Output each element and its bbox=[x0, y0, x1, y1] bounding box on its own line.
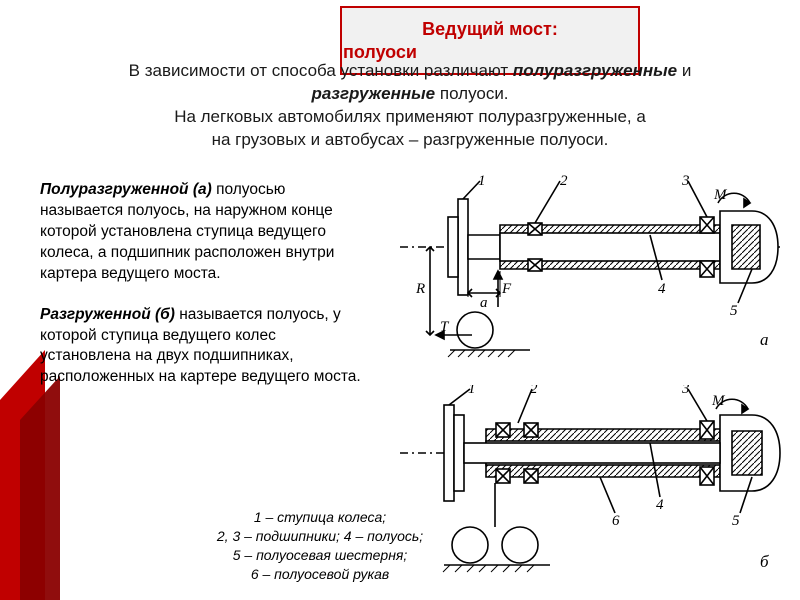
title-line1: Ведущий мост: bbox=[358, 18, 622, 41]
fa-R: R bbox=[415, 281, 425, 297]
intro-l3: На легковых автомобилях применяют полура… bbox=[174, 107, 646, 126]
intro-kw2: разгруженные bbox=[311, 84, 435, 103]
fb-n3: 3 bbox=[681, 385, 690, 397]
fb-M: M bbox=[711, 393, 726, 409]
intro-l4: на грузовых и автобусах – разгруженные п… bbox=[212, 130, 609, 149]
intro-paragraph: В зависимости от способа установки разли… bbox=[70, 60, 750, 152]
para-a: Полуразгруженной (а) полуосью называется… bbox=[40, 180, 370, 285]
fa-F: F bbox=[501, 281, 512, 297]
left-column: Полуразгруженной (а) полуосью называется… bbox=[40, 180, 370, 408]
fb-letter: б bbox=[760, 552, 769, 571]
fb-n4: 4 bbox=[656, 497, 664, 513]
fa-M: M bbox=[713, 187, 728, 203]
fa-T: T bbox=[440, 319, 450, 335]
fa-n2: 2 bbox=[560, 175, 568, 189]
para-b: Разгруженной (б) называется полуось, у к… bbox=[40, 305, 370, 389]
figure-b: 1 2 3 4 5 6 M б bbox=[400, 385, 785, 580]
intro-post: полуоси. bbox=[440, 84, 509, 103]
fa-a: a bbox=[480, 295, 488, 311]
fa-letter: а bbox=[760, 330, 769, 349]
para-b-lead: Разгруженной (б) bbox=[40, 306, 175, 323]
intro-kw1: полуразгруженные bbox=[513, 61, 677, 80]
fa-n1: 1 bbox=[478, 175, 486, 189]
figure-a: 1 2 3 4 5 M R F T a а bbox=[400, 175, 785, 360]
intro-pre: В зависимости от способа установки разли… bbox=[129, 61, 513, 80]
fa-n3: 3 bbox=[681, 175, 690, 189]
fa-n4: 4 bbox=[658, 281, 666, 297]
fa-n5: 5 bbox=[730, 303, 738, 319]
fb-n1: 1 bbox=[468, 385, 476, 397]
para-a-lead: Полуразгруженной (а) bbox=[40, 181, 212, 198]
fb-n2: 2 bbox=[530, 385, 538, 397]
intro-mid: и bbox=[682, 61, 692, 80]
fb-n5: 5 bbox=[732, 513, 740, 529]
fb-n6: 6 bbox=[612, 513, 620, 529]
